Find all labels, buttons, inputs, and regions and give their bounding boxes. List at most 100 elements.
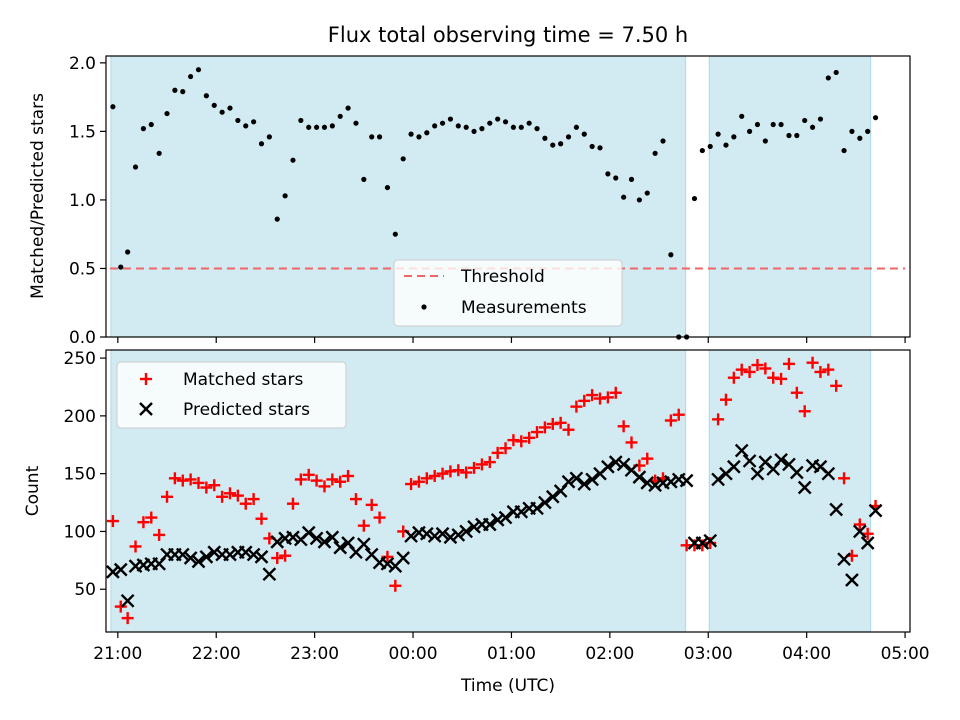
measurement-point (376, 134, 383, 140)
measurement-point (691, 195, 698, 202)
matched-star-marker (428, 469, 441, 482)
matched-star-marker (806, 356, 819, 369)
measurement-point (164, 110, 170, 117)
matched-star-marker (129, 540, 142, 553)
predicted-star-marker (734, 443, 749, 458)
matched-star-marker (342, 469, 355, 482)
measurement-point (613, 175, 619, 181)
measurement-point (573, 124, 579, 130)
predicted-star-marker (789, 465, 804, 480)
matched-star-marker (578, 394, 591, 407)
predicted-star-marker (262, 567, 277, 582)
measurement-point (841, 147, 847, 154)
matched-star-marker (184, 473, 197, 486)
predicted-star-marker (601, 459, 615, 474)
top-y-tick-label: 0.0 (69, 328, 96, 348)
matched-star-marker (389, 579, 402, 592)
predicted-star-marker (703, 533, 718, 548)
matched-star-marker (838, 472, 851, 485)
predicted-star-marker (852, 524, 867, 539)
top-measurement-points (110, 67, 879, 340)
matched-star-marker (601, 391, 614, 404)
measurement-point (495, 116, 501, 122)
measurement-point (180, 89, 186, 95)
predicted-star-marker (498, 510, 513, 525)
top-panel: 0.00.51.01.52.0 Matched/Predicted stars … (28, 54, 911, 348)
measurement-point (439, 120, 446, 126)
matched-star-marker (334, 475, 347, 488)
predicted-star-marker (113, 562, 128, 577)
bottom-plot-frame (105, 349, 911, 633)
matched-star-marker (499, 442, 512, 455)
measurement-point (243, 123, 249, 129)
bottom-y-tick-label: 150 (64, 465, 96, 485)
legend-threshold-label: Threshold (460, 267, 545, 287)
measurement-point (392, 231, 398, 237)
bottom-y-axis-label: Count (23, 465, 43, 516)
measurement-point (652, 150, 658, 156)
measurement-point (321, 124, 328, 130)
measurement-point (345, 105, 351, 111)
measurement-point (849, 128, 855, 134)
predicted-star-marker (774, 452, 788, 467)
predicted-star-marker (333, 540, 348, 555)
predicted-star-marker (435, 526, 450, 541)
matched-star-marker (468, 461, 481, 474)
bottom-shaded-interval-2 (708, 349, 872, 633)
matched-star-marker (405, 478, 418, 491)
bottom-x-tick-label: 22:00 (192, 644, 241, 664)
predicted-star-marker (545, 489, 560, 504)
matched-star-marker (114, 600, 127, 613)
matched-star-marker (586, 389, 599, 402)
bottom-legend: Matched stars Predicted stars (116, 361, 347, 429)
measurement-point (739, 113, 745, 119)
predicted-star-marker (577, 477, 592, 491)
matched-star-marker (460, 466, 473, 479)
matched-star-marker (790, 386, 803, 399)
top-plot-frame (105, 55, 911, 338)
bottom-y-ticks: 50 100 150 200 250 (64, 349, 106, 600)
predicted-star-marker (191, 554, 206, 569)
measurement-point (550, 142, 556, 148)
predicted-star-marker (459, 524, 474, 539)
top-y-tick-label: 0.5 (69, 259, 96, 279)
predicted-star-marker (845, 573, 859, 587)
measurement-point (463, 124, 469, 130)
matched-star-marker (223, 487, 236, 500)
measurement-point (558, 141, 564, 147)
measurement-point (754, 121, 761, 128)
matched-star-marker (200, 481, 213, 494)
predicted-star-marker (301, 525, 316, 540)
matched-star-marker (365, 498, 378, 511)
measurement-point (786, 132, 792, 139)
legend-predicted-swatch (139, 402, 153, 416)
matched-star-marker (294, 473, 307, 486)
predicted-star-marker (309, 531, 324, 546)
bottom-x-tick-label: 05:00 (881, 644, 930, 664)
measurement-point (148, 121, 154, 128)
measurement-point (353, 120, 359, 126)
measurement-point (132, 164, 139, 170)
predicted-star-marker (106, 565, 120, 579)
matched-star-marker (625, 436, 638, 449)
predicted-star-marker (514, 504, 529, 519)
matched-star-marker (145, 511, 158, 524)
measurement-point (203, 93, 209, 99)
top-y-tick-label: 1.0 (69, 191, 96, 211)
predicted-star-marker (175, 547, 190, 562)
matched-star-marker (106, 515, 119, 528)
predicted-star-marker (538, 495, 552, 510)
matched-star-marker (302, 468, 315, 481)
matched-star-marker (822, 363, 835, 376)
predicted-star-marker (585, 472, 599, 487)
x-axis-label: Time (UTC) (460, 676, 555, 696)
measurement-point (432, 123, 438, 129)
predicted-star-marker (750, 466, 765, 481)
matched-star-marker (216, 490, 229, 503)
matched-star-marker (570, 400, 583, 413)
predicted-star-marker (223, 547, 237, 562)
measurement-point (447, 116, 454, 122)
bottom-x-tick-label: 01:00 (487, 644, 536, 664)
bottom-x-tick-label: 04:00 (782, 644, 831, 664)
